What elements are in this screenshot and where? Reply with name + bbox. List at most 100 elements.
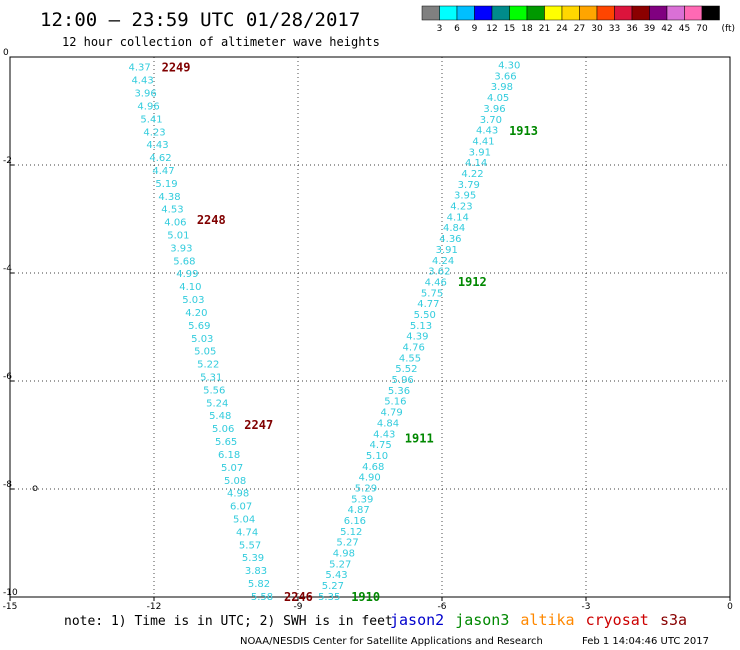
wave-height-value: 5.06: [212, 424, 234, 435]
time-label: 1913: [509, 124, 538, 138]
wave-height-value: 3.96: [134, 89, 156, 100]
time-label: 2247: [244, 418, 273, 432]
wave-height-value: 4.47: [152, 166, 174, 177]
satellite-legend: jason2 jason3 altika cryosat s3a: [390, 611, 687, 629]
wave-height-value: 3.79: [458, 180, 480, 191]
wave-height-value: 4.41: [472, 136, 494, 147]
wave-height-value: 4.84: [377, 418, 399, 429]
x-tick-label: -3: [582, 602, 591, 612]
wave-height-value: 4.23: [143, 127, 165, 138]
wave-height-value: 4.43: [131, 76, 153, 87]
wave-height-value: 4.37: [128, 63, 150, 74]
wave-height-value: 5.65: [215, 437, 237, 448]
wave-height-value: 4.30: [498, 61, 520, 72]
wave-height-value: 5.12: [340, 527, 362, 538]
track-jason2: 4.303.663.984.053.963.704.434.413.914.14…: [318, 61, 538, 604]
legend-label: 27: [574, 24, 585, 34]
legend-label: 12: [486, 24, 497, 34]
legend-swatch: [491, 5, 510, 21]
legend-swatch: [421, 5, 440, 21]
wave-height-value: 4.62: [149, 153, 171, 164]
wave-height-value: 5.41: [140, 114, 162, 125]
wave-height-value: 5.48: [209, 411, 231, 422]
wave-height-value: 4.96: [137, 101, 159, 112]
x-tick-label: 0: [727, 602, 733, 612]
color-legend: 3 6 9 12 15 18 21 24 27 30 33 36 39 42 45 70 (ft): [421, 5, 736, 34]
wave-height-value: 4.79: [381, 408, 403, 419]
wave-height-value: 5.52: [395, 364, 417, 375]
wave-height-value: 5.22: [197, 360, 219, 371]
wave-height-value: 3.66: [494, 71, 516, 82]
legend-swatch: [526, 5, 545, 21]
x-tick-label: -12: [147, 602, 162, 612]
wave-height-value: 5.50: [414, 310, 436, 321]
x-tick-label: -9: [294, 602, 303, 612]
wave-height-value: 5.08: [224, 476, 246, 487]
wave-height-value: 6.07: [230, 502, 252, 513]
wave-height-value: 5.16: [384, 397, 406, 408]
credit-line: NOAA/NESDIS Center for Satellite Applica…: [240, 636, 543, 647]
legend-swatch: [614, 5, 633, 21]
wave-height-value: 4.98: [333, 549, 355, 560]
wave-height-value: 4.75: [369, 440, 391, 451]
satellite-name: jason3: [455, 611, 509, 629]
y-tick-label: -2: [3, 156, 12, 166]
wave-height-value: 5.39: [351, 494, 373, 505]
legend-swatch: [474, 5, 493, 21]
wave-height-value: 4.36: [439, 234, 461, 245]
wave-height-value: 4.99: [176, 269, 198, 280]
y-axis-ticks: 0 -2 -4 -6 -8 -10: [3, 48, 18, 598]
legend-label: 21: [539, 24, 550, 34]
wave-height-value: 5.43: [325, 570, 347, 581]
wave-height-value: 5.68: [173, 256, 195, 267]
time-label: 2246: [284, 590, 313, 604]
legend-swatch: [456, 5, 475, 21]
wave-height-value: 5.19: [155, 179, 177, 190]
wave-height-value: 4.87: [347, 505, 369, 516]
timestamp: Feb 1 14:04:46 UTC 2017: [582, 636, 709, 647]
satellite-name: altika: [520, 611, 574, 629]
wave-height-value: 5.29: [355, 483, 377, 494]
wave-height-value: 3.96: [483, 104, 505, 115]
wave-height-value: 5.01: [167, 231, 189, 242]
wave-height-value: 5.05: [194, 347, 216, 358]
wave-height-value: 5.13: [410, 321, 432, 332]
wave-height-value: 4.38: [158, 192, 180, 203]
legend-label: 24: [556, 24, 568, 34]
wave-height-value: 3.70: [480, 115, 502, 126]
wave-height-value: 5.10: [366, 451, 388, 462]
wave-height-value: 5.57: [239, 540, 261, 551]
wave-height-value: 4.43: [476, 126, 498, 137]
legend-label: 18: [521, 24, 533, 34]
wave-height-value: 5.36: [388, 386, 410, 397]
legend-swatch: [649, 5, 668, 21]
legend-swatch: [701, 5, 720, 21]
satellite-name: jason2: [390, 611, 444, 629]
wave-height-value: 4.22: [461, 169, 483, 180]
legend-swatch: [544, 5, 563, 21]
legend-label: 70: [696, 24, 708, 34]
wave-height-value: 5.27: [329, 559, 351, 570]
wave-height-value: 5.69: [188, 321, 210, 332]
legend-label: 6: [454, 24, 460, 34]
legend-label: 9: [472, 24, 478, 34]
legend-label: 36: [626, 24, 638, 34]
wave-height-value: 4.14: [465, 158, 487, 169]
wave-height-value: 4.43: [146, 140, 168, 151]
wave-height-value: 4.05: [487, 93, 509, 104]
y-tick-label: -4: [3, 264, 12, 274]
wave-height-value: 4.24: [432, 256, 454, 267]
legend-unit: (ft): [722, 24, 736, 34]
legend-swatch: [509, 5, 528, 21]
legend-label: 39: [644, 24, 656, 34]
chart-subtitle: 12 hour collection of altimeter wave hei…: [62, 35, 380, 49]
wave-height-value: 4.84: [443, 223, 465, 234]
time-label: 1911: [405, 432, 434, 446]
time-label: 2249: [162, 61, 191, 75]
wave-height-value: 4.10: [179, 282, 201, 293]
satellite-name: cryosat: [586, 611, 649, 629]
wave-height-value: 5.03: [182, 295, 204, 306]
legend-swatch: [561, 5, 580, 21]
wave-height-value: 5.96: [392, 375, 414, 386]
legend-label: 33: [609, 24, 620, 34]
